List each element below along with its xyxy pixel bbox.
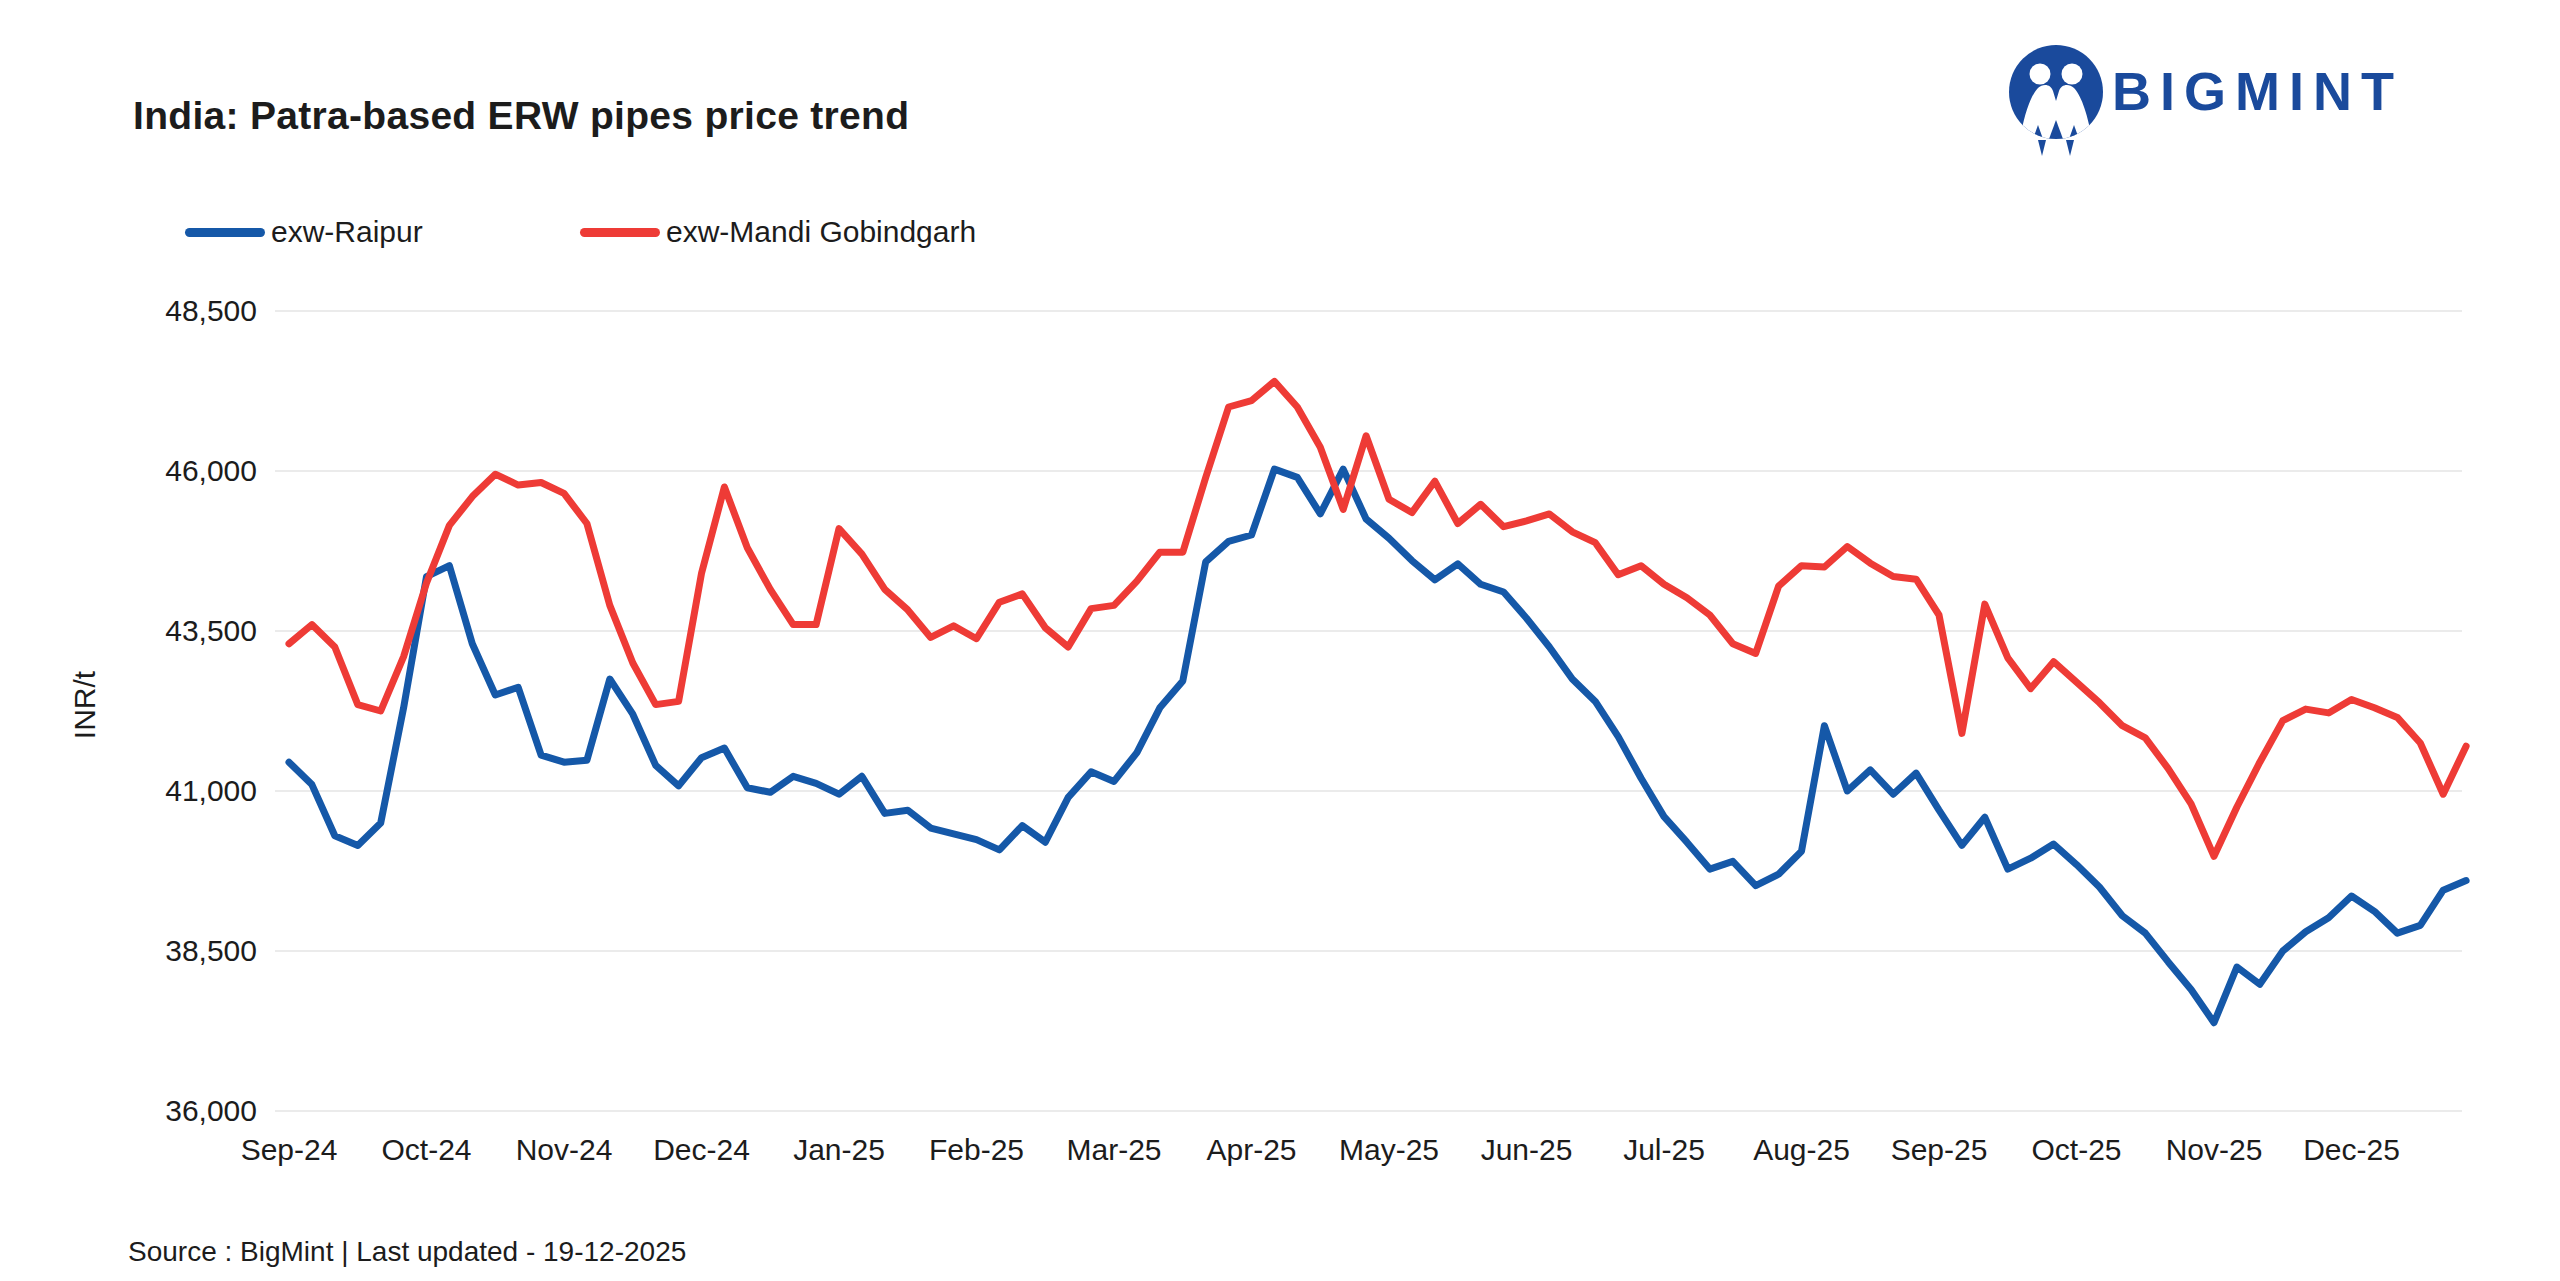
legend-label: exw-Mandi Gobindgarh — [666, 215, 976, 249]
bigmint-logo-icon — [2008, 38, 2108, 163]
y-tick-label: 41,000 — [87, 774, 257, 808]
legend-label: exw-Raipur — [271, 215, 423, 249]
y-axis-title: INR/t — [0, 670, 170, 740]
series-line-exw-mandi-gobindgarh[interactable] — [289, 381, 2466, 856]
y-tick-label: 36,000 — [87, 1094, 257, 1128]
y-tick-label: 38,500 — [87, 934, 257, 968]
legend-swatch-blue — [185, 228, 265, 237]
x-tick-label: Dec-25 — [2267, 1133, 2437, 1167]
source-note: Source : BigMint | Last updated - 19-12-… — [128, 1236, 686, 1268]
bigmint-logo: BIGMINT — [2008, 38, 2488, 158]
price-trend-chart — [0, 0, 2560, 1281]
legend-item-exw-raipur[interactable]: exw-Raipur — [185, 215, 423, 249]
legend-item-exw-mandi-gobindgarh[interactable]: exw-Mandi Gobindgarh — [580, 215, 976, 249]
bigmint-logo-text: BIGMINT — [2112, 60, 2403, 122]
series-line-exw-raipur[interactable] — [289, 469, 2466, 1023]
legend-swatch-red — [580, 228, 660, 237]
page-title: India: Patra-based ERW pipes price trend — [133, 94, 909, 138]
y-tick-label: 46,000 — [87, 454, 257, 488]
y-tick-label: 43,500 — [87, 614, 257, 648]
y-tick-label: 48,500 — [87, 294, 257, 328]
